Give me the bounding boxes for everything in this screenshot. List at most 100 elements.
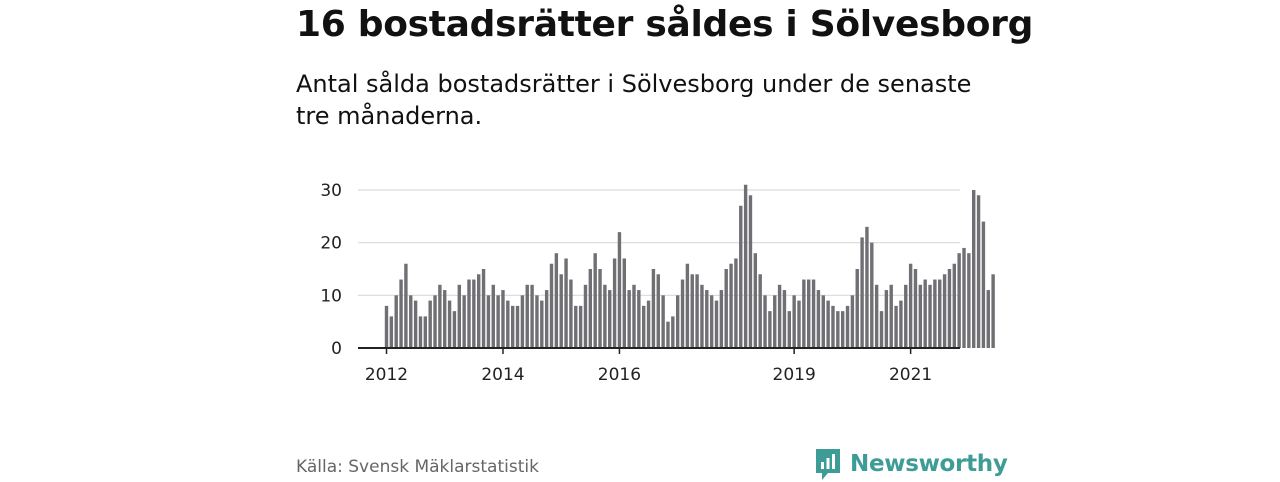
bar xyxy=(506,300,510,348)
x-tick-label: 2012 xyxy=(365,365,408,385)
bar xyxy=(894,305,898,348)
bar xyxy=(418,316,423,348)
bar xyxy=(646,300,651,348)
chart-card: 16 bostadsrätter såldes i Sölvesborg Ant… xyxy=(296,0,1033,480)
bar xyxy=(671,316,675,348)
bar xyxy=(530,284,534,348)
bar xyxy=(399,279,403,348)
bar xyxy=(768,311,772,348)
bar xyxy=(782,290,787,348)
bar xyxy=(874,284,879,348)
bar xyxy=(792,295,796,348)
bar xyxy=(918,284,923,348)
bar xyxy=(748,195,753,348)
bar xyxy=(588,269,593,348)
bar xyxy=(719,290,724,348)
y-tick-label: 30 xyxy=(320,181,342,201)
bar xyxy=(627,290,631,348)
bar xyxy=(452,311,457,348)
bar xyxy=(991,274,995,348)
bar xyxy=(433,295,437,348)
bar xyxy=(544,290,549,348)
bar xyxy=(612,258,617,348)
bar xyxy=(942,274,947,348)
bar xyxy=(593,253,597,348)
bar xyxy=(680,279,685,348)
bar xyxy=(802,279,806,348)
bar xyxy=(472,279,476,348)
bar xyxy=(467,279,471,348)
chart-subtitle: Antal sålda bostadsrätter i Sölvesborg u… xyxy=(296,70,972,130)
bar xyxy=(855,269,859,348)
bar xyxy=(486,295,491,348)
bar xyxy=(409,295,413,348)
bar xyxy=(637,290,641,348)
bar xyxy=(807,279,811,348)
bar xyxy=(879,311,884,348)
bar xyxy=(384,305,389,348)
bar xyxy=(428,300,432,348)
page-title: 16 bostadsrätter såldes i Sölvesborg xyxy=(296,4,1034,45)
bar xyxy=(709,295,714,348)
bar xyxy=(695,274,699,348)
brand-logo[interactable]: Newsworthy xyxy=(814,446,1008,482)
bar xyxy=(705,290,709,348)
bar xyxy=(574,305,578,348)
bar xyxy=(947,269,952,348)
bar xyxy=(967,253,971,348)
bar xyxy=(933,279,937,348)
bar xyxy=(617,232,622,348)
bar xyxy=(729,263,733,348)
bar xyxy=(661,295,665,348)
bar xyxy=(394,295,398,348)
bar xyxy=(724,269,728,348)
bar xyxy=(816,290,821,348)
x-tick-label: 2016 xyxy=(598,365,641,385)
bar xyxy=(666,321,670,348)
bar xyxy=(540,300,544,348)
bar xyxy=(423,316,428,348)
y-tick-label: 0 xyxy=(331,339,342,359)
bar xyxy=(622,258,626,348)
bar xyxy=(608,290,612,348)
bar xyxy=(457,284,461,348)
bar xyxy=(840,311,845,348)
bar xyxy=(656,274,660,348)
bar xyxy=(981,221,986,348)
bar-series xyxy=(384,184,995,348)
bar xyxy=(569,279,573,348)
bar xyxy=(578,305,583,348)
bar xyxy=(583,284,588,348)
bar xyxy=(743,184,748,348)
bar xyxy=(976,195,981,348)
bar xyxy=(870,242,874,348)
bar xyxy=(913,269,918,348)
bar-chart: 010203016201220142016201920212023 xyxy=(320,181,995,385)
bar xyxy=(850,295,855,348)
bar xyxy=(389,316,394,348)
bar xyxy=(603,284,607,348)
source-note: Källa: Svensk Mäklarstatistik xyxy=(296,457,539,477)
bar xyxy=(777,284,782,348)
bar xyxy=(404,263,408,348)
bar xyxy=(928,284,932,348)
bar xyxy=(714,300,719,348)
bar xyxy=(758,274,762,348)
bar xyxy=(535,295,539,348)
bar xyxy=(831,305,835,348)
bar xyxy=(860,237,864,348)
bar xyxy=(923,279,927,348)
bar xyxy=(972,190,976,348)
brand-name: Newsworthy xyxy=(850,451,1008,477)
bar xyxy=(675,295,680,348)
bar xyxy=(938,279,942,348)
bar xyxy=(520,295,525,348)
bar xyxy=(491,284,495,348)
bar xyxy=(515,305,520,348)
bar xyxy=(826,300,830,348)
bar xyxy=(773,295,777,348)
bar xyxy=(889,284,893,348)
bar xyxy=(510,305,515,348)
bar xyxy=(986,290,990,348)
bar xyxy=(700,284,704,348)
